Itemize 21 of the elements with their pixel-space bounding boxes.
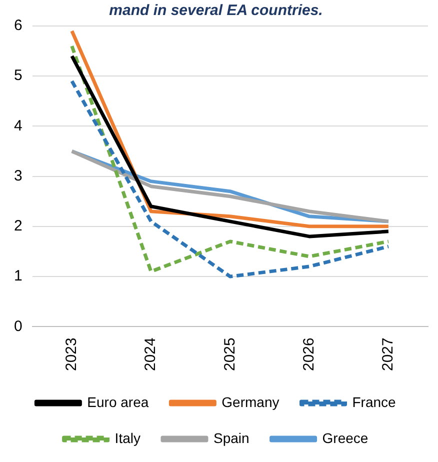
- x-tick-label: 2024: [142, 338, 160, 372]
- y-tick-label: 3: [14, 167, 22, 184]
- y-tick-label: 0: [14, 318, 22, 335]
- legend-label: Spain: [213, 430, 250, 446]
- y-tick-label: 4: [14, 117, 22, 134]
- y-tick-label: 2: [14, 218, 22, 235]
- line-series: [70, 79, 390, 278]
- legend-label: France: [352, 394, 396, 410]
- x-tick-label: 2027: [380, 338, 397, 372]
- legend-label: Italy: [114, 430, 140, 446]
- x-tick-label: 2026: [300, 338, 318, 372]
- x-tick-label: 2025: [221, 338, 238, 372]
- legend-label: Greece: [322, 430, 368, 446]
- y-tick-label: 6: [14, 17, 22, 34]
- y-tick-label: 5: [14, 67, 22, 84]
- legend-label: Euro area: [87, 394, 149, 410]
- y-tick-label: 1: [14, 268, 22, 285]
- line-series: [70, 44, 390, 274]
- x-tick-label: 2023: [63, 338, 80, 372]
- legend-label: Germany: [222, 394, 280, 410]
- chart-title: mand in several EA countries.: [109, 2, 323, 20]
